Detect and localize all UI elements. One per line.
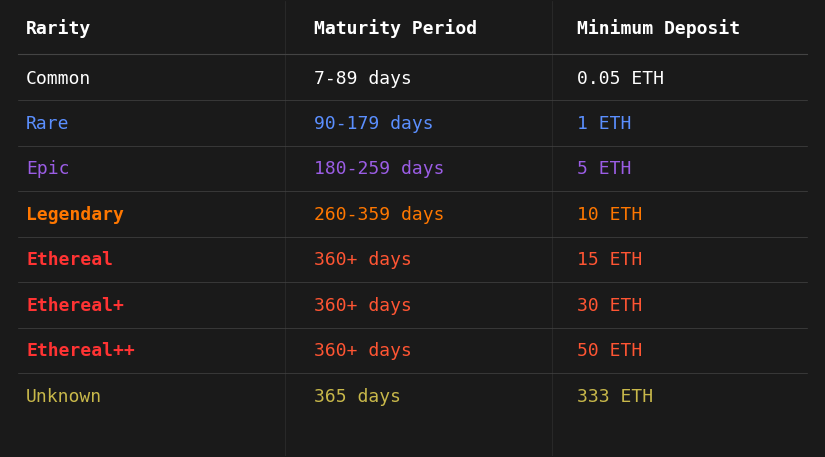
Text: 365 days: 365 days <box>314 388 401 405</box>
Text: 30 ETH: 30 ETH <box>577 297 642 315</box>
Text: 360+ days: 360+ days <box>314 297 412 315</box>
Text: 0.05 ETH: 0.05 ETH <box>577 69 664 88</box>
Text: Legendary: Legendary <box>26 206 124 224</box>
Text: Maturity Period: Maturity Period <box>314 19 477 38</box>
Text: 10 ETH: 10 ETH <box>577 206 642 224</box>
Text: 5 ETH: 5 ETH <box>577 160 631 178</box>
Text: 1 ETH: 1 ETH <box>577 115 631 133</box>
Text: 50 ETH: 50 ETH <box>577 342 642 360</box>
Text: Unknown: Unknown <box>26 388 102 405</box>
Text: 7-89 days: 7-89 days <box>314 69 412 88</box>
Text: Minimum Deposit: Minimum Deposit <box>577 19 740 38</box>
Text: Rarity: Rarity <box>26 19 92 38</box>
Text: Rare: Rare <box>26 115 69 133</box>
Text: Epic: Epic <box>26 160 69 178</box>
Text: 180-259 days: 180-259 days <box>314 160 445 178</box>
Text: Ethereal++: Ethereal++ <box>26 342 134 360</box>
Text: 90-179 days: 90-179 days <box>314 115 433 133</box>
Text: 333 ETH: 333 ETH <box>577 388 653 405</box>
Text: 360+ days: 360+ days <box>314 342 412 360</box>
Text: 260-359 days: 260-359 days <box>314 206 445 224</box>
Text: Common: Common <box>26 69 92 88</box>
Text: Ethereal+: Ethereal+ <box>26 297 124 315</box>
Text: Ethereal: Ethereal <box>26 251 113 269</box>
Text: 360+ days: 360+ days <box>314 251 412 269</box>
Text: 15 ETH: 15 ETH <box>577 251 642 269</box>
